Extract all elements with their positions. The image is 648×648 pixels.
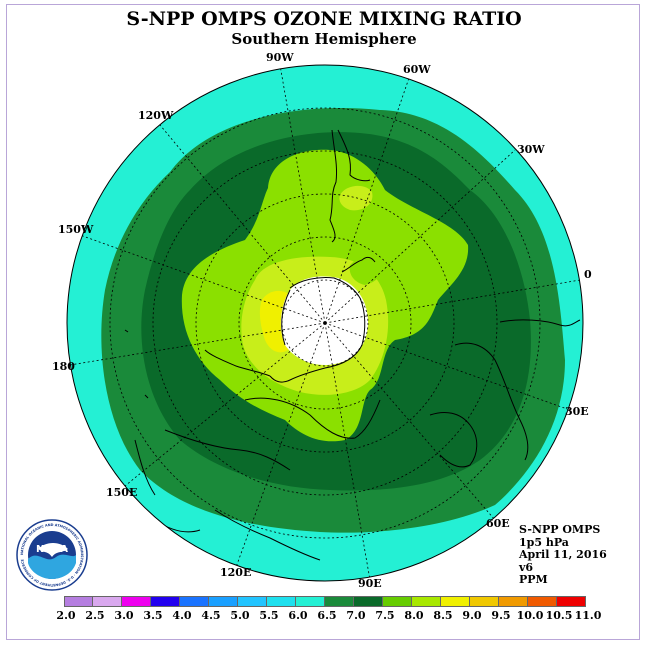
map-subtitle: Southern Hemisphere [231, 30, 417, 48]
colorbar-swatch [354, 596, 383, 607]
colorbar-swatch [499, 596, 528, 607]
plot-frame [6, 4, 640, 640]
colorbar-swatch [180, 596, 209, 607]
colorbar-swatch [209, 596, 238, 607]
colorbar-swatch [151, 596, 180, 607]
colorbar-tick-label: 2.0 [56, 609, 76, 622]
lon-label-120e: 120E [220, 566, 252, 579]
colorbar-swatch [64, 596, 93, 607]
map-title: S-NPP OMPS OZONE MIXING RATIO [126, 8, 522, 30]
coastlines [124, 129, 581, 561]
colorbar-swatch [93, 596, 122, 607]
lon-label-30e: 30E [565, 405, 589, 418]
noaa-logo: NOAA NATIONAL OCEANIC AND ATMOSPHERIC AD… [16, 519, 88, 591]
colorbar-swatch [441, 596, 470, 607]
colorbar-tick-label: 7.0 [346, 609, 366, 622]
colorbar-tick-label: 8.5 [433, 609, 453, 622]
graticule [69, 65, 581, 581]
colorbar-tick-label: 4.0 [172, 609, 192, 622]
noaa-logo-text: NOAA [36, 544, 68, 555]
info-version: v6 [519, 560, 534, 574]
colorbar-tick-label: 10.5 [545, 609, 573, 622]
polar-hole [280, 276, 368, 366]
south-pole-marker [323, 321, 327, 325]
colorbar-tick-label: 4.5 [201, 609, 221, 622]
colorbar-tick-label: 2.5 [85, 609, 105, 622]
colorbar-swatch [470, 596, 499, 607]
lon-label-60e: 60E [486, 517, 510, 530]
colorbar-tick-label: 9.0 [462, 609, 482, 622]
lon-label-60w: 60W [403, 63, 431, 76]
lon-label-150e: 150E [106, 486, 138, 499]
colorbar-swatch [296, 596, 325, 607]
colorbar-tick-label: 10.0 [516, 609, 544, 622]
colorbar-swatch [528, 596, 557, 607]
colorbar-tick-label: 3.0 [114, 609, 134, 622]
info-instrument: S-NPP OMPS [519, 523, 601, 536]
lon-label-90e: 90E [358, 577, 382, 590]
colorbar-tick-label: 5.0 [230, 609, 250, 622]
colorbar-swatch [557, 596, 586, 607]
info-pressure: 1p5 hPa [519, 535, 569, 549]
colorbar-swatch [325, 596, 354, 607]
colorbar-tick-label: 11.0 [574, 609, 602, 622]
colorbar-tick-label: 6.5 [317, 609, 337, 622]
colorbar-swatch [383, 596, 412, 607]
lon-label-90w: 90W [266, 51, 294, 64]
map-boundary [66, 64, 584, 582]
colorbar [64, 596, 586, 607]
info-block: S-NPP OMPS 1p5 hPa April 11, 2016 v6 PPM [519, 523, 607, 587]
colorbar-swatch [238, 596, 267, 607]
colorbar-tick-label: 5.5 [259, 609, 279, 622]
colorbar-tick-label: 3.5 [143, 609, 163, 622]
colorbar-swatch [122, 596, 151, 607]
colorbar-tick-label: 6.0 [288, 609, 308, 622]
lon-label-0: 0 [584, 268, 592, 281]
colorbar-tick-label: 8.0 [404, 609, 424, 622]
colorbar-swatch [267, 596, 296, 607]
info-units: PPM [519, 573, 548, 586]
lon-label-30w: 30W [517, 143, 545, 156]
colorbar-tick-label: 7.5 [375, 609, 395, 622]
colorbar-tick-label: 9.5 [491, 609, 511, 622]
lon-label-120w: 120W [138, 109, 174, 122]
colorbar-swatch [412, 596, 441, 607]
lon-label-180: 180 [52, 360, 75, 373]
lon-label-150w: 150W [58, 223, 94, 236]
info-date: April 11, 2016 [519, 548, 607, 561]
